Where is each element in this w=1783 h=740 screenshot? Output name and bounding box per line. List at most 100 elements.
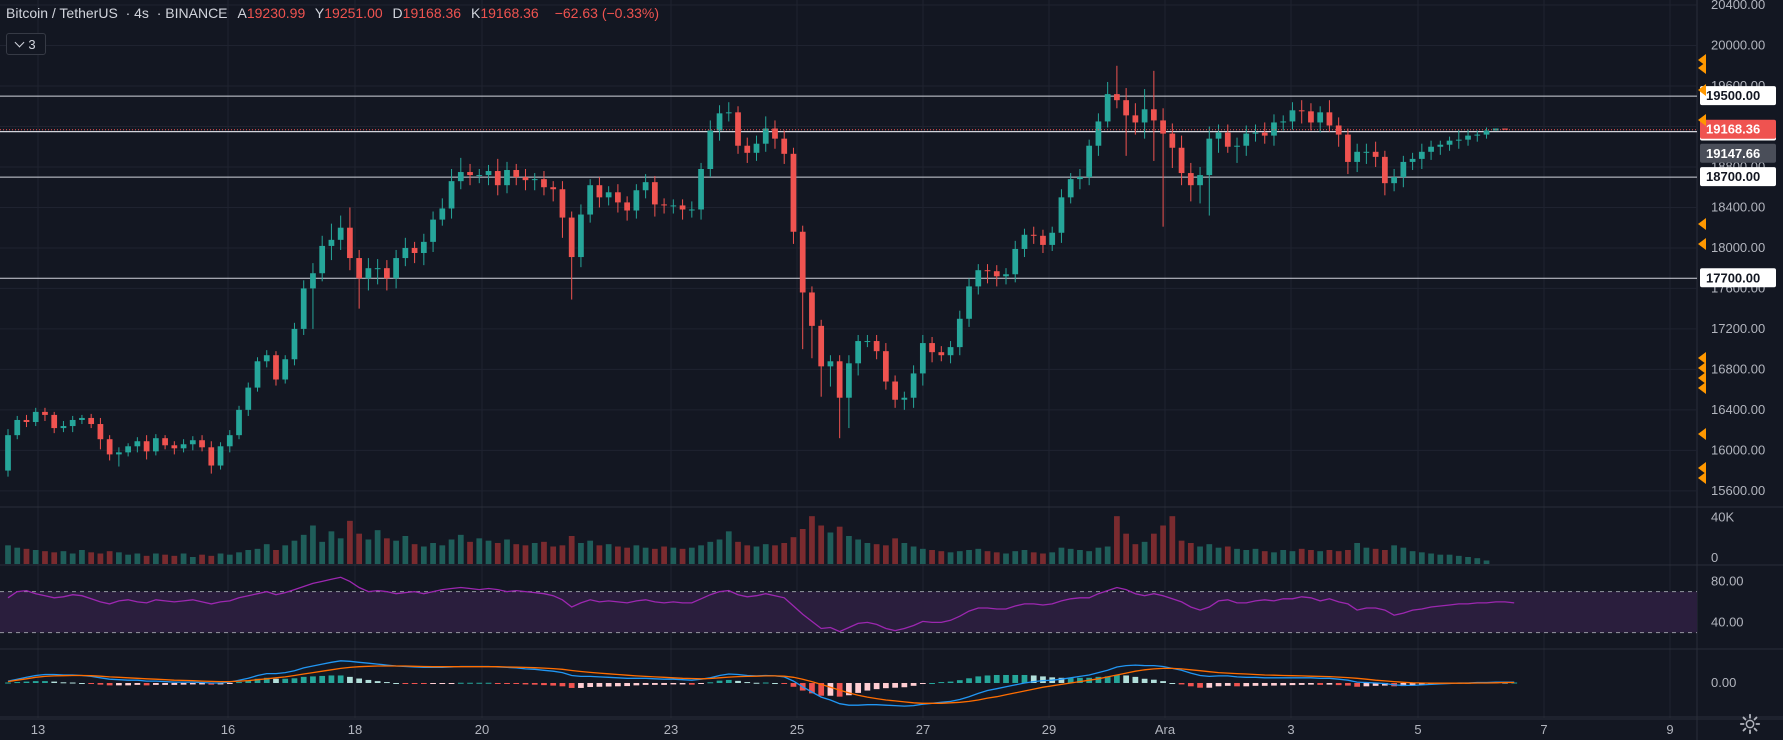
alert-marker [1698, 352, 1706, 364]
macd-histogram-bar [254, 678, 261, 683]
macd-histogram-bar [457, 682, 464, 684]
candle-up [531, 179, 538, 181]
macd-histogram-bar [162, 683, 168, 685]
candle-up [1067, 179, 1074, 198]
candle-down [624, 202, 630, 211]
volume-bar [1169, 516, 1176, 564]
price-tick-label: 16400.00 [1711, 402, 1765, 417]
volume-bar [1317, 551, 1324, 564]
candle-up [1483, 130, 1490, 135]
candle-up [725, 112, 732, 114]
macd-histogram-bar [624, 683, 630, 687]
time-axis-label: 29 [1042, 722, 1056, 737]
volume-bar [836, 526, 843, 564]
volume-bar [457, 534, 464, 564]
candle-down [744, 145, 751, 153]
candle-up [134, 441, 141, 447]
macd-histogram-bar [374, 681, 381, 683]
time-axis-label: Ara [1155, 722, 1176, 737]
time-axis-label: 9 [1666, 722, 1673, 737]
macd-histogram-bar [217, 683, 224, 685]
rsi-tick-label: 40.00 [1711, 614, 1744, 629]
candle-up [919, 343, 926, 374]
macd-histogram-bar [328, 675, 335, 683]
volume-bar [1455, 555, 1462, 564]
macd-histogram-bar [855, 683, 862, 693]
macd-histogram-bar [919, 683, 926, 684]
candle-up [1409, 158, 1416, 162]
volume-bar [929, 550, 935, 564]
volume-bar [919, 548, 926, 564]
volume-bar [1234, 548, 1240, 564]
candle-down [1123, 100, 1129, 116]
volume-bar [1345, 550, 1351, 564]
alert-marker [1698, 54, 1706, 66]
time-axis-label: 20 [475, 722, 489, 737]
candle-down [1372, 151, 1379, 157]
volume-bar [799, 529, 806, 564]
macd-histogram-bar [1400, 683, 1407, 687]
indicators-toggle-button[interactable]: 3 [6, 33, 46, 55]
level-price-tag [1700, 268, 1776, 288]
candle-up [1104, 94, 1111, 122]
volume-bar [430, 543, 436, 564]
volume-bar [5, 545, 11, 564]
candle-up [1474, 134, 1481, 136]
macd-histogram-bar [762, 682, 769, 684]
candle-down [790, 153, 797, 232]
gear-icon[interactable] [1739, 713, 1761, 735]
volume-bar [947, 552, 954, 564]
macd-histogram-bar [716, 680, 723, 683]
candle-up [476, 175, 483, 177]
volume-bar [116, 552, 122, 564]
macd-histogram-bar [393, 683, 399, 684]
candle-up [1252, 132, 1259, 134]
macd-histogram-bar [347, 676, 353, 683]
macd-histogram-bar [642, 683, 649, 685]
macd-histogram-bar [531, 683, 538, 685]
volume-bar [1030, 552, 1037, 564]
candle-up [966, 286, 972, 319]
candle-up [1095, 121, 1102, 146]
macd-histogram-bar [975, 676, 982, 683]
macd-histogram-bar [1178, 683, 1185, 685]
alert-marker [1698, 472, 1706, 484]
time-axis-label: 5 [1414, 722, 1421, 737]
candle-down [938, 352, 945, 356]
macd-histogram-bar [651, 683, 658, 685]
candle-down [162, 438, 168, 446]
volume-bar [1326, 550, 1333, 564]
volume-bar [716, 539, 723, 564]
macd-histogram-bar [69, 682, 76, 684]
macd-histogram-bar [1012, 674, 1019, 683]
macd-histogram-bar [1067, 677, 1074, 683]
volume-bar [32, 550, 39, 564]
candle-up [1243, 133, 1250, 146]
macd-histogram-bar [901, 683, 908, 688]
macd-histogram-bar [559, 683, 566, 687]
price-change: −62.63 (−0.33%) [554, 5, 660, 21]
candle-down [568, 217, 575, 258]
macd-histogram-bar [1215, 683, 1222, 687]
volume-bar [559, 545, 566, 564]
alert-marker [1698, 218, 1706, 230]
macd-histogram-bar [772, 683, 778, 684]
candle-down [1326, 112, 1333, 126]
volume-bar [624, 547, 630, 564]
level-price-tag [1700, 143, 1776, 163]
volume-bar [1095, 547, 1102, 564]
level-price-label: 19147.66 [1706, 146, 1760, 161]
candle-down [984, 270, 991, 272]
macd-histogram-bar [541, 683, 547, 686]
macd-histogram-bar [1261, 683, 1268, 686]
volume-bar [1271, 552, 1277, 564]
volume-bar [152, 553, 159, 564]
volume-bar [476, 538, 483, 564]
candle-down [596, 185, 603, 198]
candle-up [1021, 234, 1028, 249]
volume-bar [180, 553, 187, 564]
volume-bar [273, 550, 279, 564]
volume-bar [679, 548, 686, 564]
volume-bar [1178, 540, 1185, 564]
